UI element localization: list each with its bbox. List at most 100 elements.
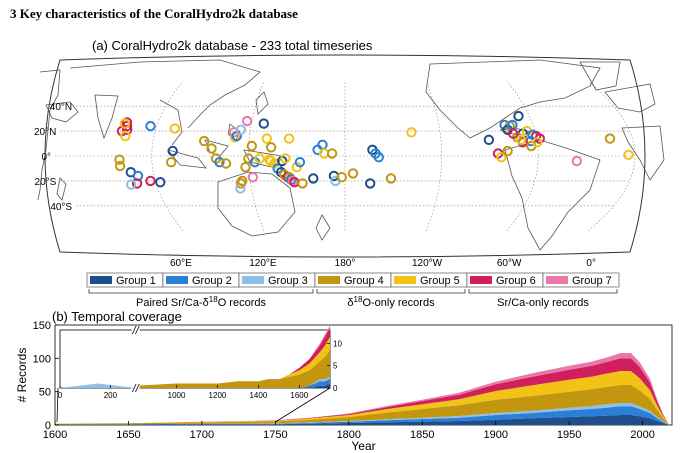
site-marker [308, 173, 319, 184]
site-marker [122, 124, 133, 136]
site-marker [166, 157, 177, 168]
axis-break-gap [131, 326, 140, 334]
inset-x-tick-label: 1600 [290, 391, 308, 400]
site-marker [294, 157, 306, 168]
site-marker [199, 135, 210, 147]
legend-swatch [242, 276, 264, 284]
legend-label: Group 1 [116, 275, 156, 287]
meridian-line [588, 81, 636, 231]
legend-label: Group 4 [344, 275, 384, 287]
legend-label: Group 7 [572, 275, 612, 287]
latitude-label: 40°N [50, 102, 72, 113]
inset-x-tick-label: 200 [104, 391, 118, 400]
inset-y-tick-label: 10 [333, 339, 342, 348]
axis-break-mark: // [132, 383, 140, 395]
longitude-label: 120°W [412, 258, 443, 269]
legend-swatch [318, 276, 340, 284]
site-marker [347, 168, 359, 179]
site-marker [247, 172, 259, 183]
y-axis-label: # Records [15, 348, 29, 403]
longitude-label: 180° [335, 258, 356, 269]
legend-swatch [470, 276, 492, 284]
site-marker [246, 140, 258, 152]
site-marker [254, 153, 265, 164]
map-title: (a) CoralHydro2k database - 233 total ti… [92, 38, 373, 53]
latitude-label: 40°S [50, 202, 72, 213]
site-marker [265, 142, 277, 153]
x-tick-label: 1800 [337, 429, 361, 441]
site-marker [326, 148, 338, 159]
site-marker [513, 110, 524, 122]
area-series [55, 403, 670, 425]
area-series [55, 415, 670, 425]
legend-label: Group 3 [268, 275, 308, 287]
axis-break-mark: // [132, 325, 140, 337]
area-series [55, 385, 670, 425]
site-marker [515, 134, 526, 146]
longitude-label: 60°E [170, 258, 192, 269]
site-marker [235, 124, 247, 136]
site-marker [114, 154, 125, 165]
inset-x-tick-label: 1000 [168, 391, 186, 400]
section-heading: 3 Key characteristics of the CoralHydro2… [10, 6, 298, 21]
site-marker [206, 143, 217, 154]
inset-y-tick-label: 5 [333, 362, 338, 371]
site-marker [373, 152, 384, 163]
site-marker [240, 162, 251, 173]
legend-bracket [88, 289, 314, 294]
site-marker [406, 127, 417, 138]
site-marker [258, 118, 269, 129]
area-series [55, 371, 670, 425]
latitude-label: 20°S [35, 177, 57, 188]
x-tick-label: 1600 [43, 429, 67, 441]
longitude-label: 0° [586, 258, 596, 269]
site-marker [297, 178, 308, 189]
x-tick-label: 2000 [630, 429, 654, 441]
world-map: 40°N20°N0°20°S40°S 60°E 120°E 180° 120°W 60°… [34, 54, 665, 269]
longitude-label: 120°E [249, 258, 277, 269]
latitude-label: 20°N [34, 127, 56, 138]
site-marker [120, 130, 131, 142]
inset-x-tick-label: 1400 [249, 391, 267, 400]
site-marker [283, 133, 295, 144]
site-marker [508, 128, 519, 139]
meridian-line [247, 81, 265, 231]
y-tick-label: 150 [33, 320, 51, 332]
x-tick-label: 1950 [557, 429, 581, 441]
x-tick-label: 1650 [116, 429, 140, 441]
latitude-label: 0° [41, 152, 51, 163]
site-marker [261, 133, 272, 144]
timeline-chart: 1600 1650 1700 1750 1800 1850 1900 1950 20000501… [15, 320, 673, 453]
legend-swatch [166, 276, 188, 284]
legend-swatch [90, 276, 112, 284]
site-marker [571, 155, 582, 167]
x-axis-label: Year [351, 439, 375, 453]
site-marker [220, 158, 232, 169]
site-marker [483, 134, 495, 146]
site-marker [604, 133, 616, 144]
site-marker [496, 152, 507, 163]
site-marker [365, 178, 376, 189]
x-tick-label: 1750 [263, 429, 287, 441]
site-marker [214, 157, 225, 168]
legend-bracket [316, 289, 466, 294]
longitude-labels: 60°E 120°E 180° 120°W 60°W 0° [170, 258, 596, 269]
site-marker [119, 118, 131, 129]
inset-x-tick-label: 1200 [209, 391, 227, 400]
y-tick-label: 0 [45, 420, 51, 432]
legend-label: Group 6 [496, 275, 536, 287]
timeline-title: (b) Temporal coverage [52, 309, 182, 324]
site-marker [167, 145, 178, 157]
inset-connector [275, 387, 331, 423]
site-marker [241, 115, 253, 127]
y-tick-label: 100 [33, 353, 51, 365]
longitude-label: 60°W [497, 258, 522, 269]
axis-break-gap [131, 384, 140, 392]
inset-y-tick-label: 0 [333, 384, 338, 393]
area-series [55, 406, 670, 425]
legend-group-label: Paired Sr/Ca-δ18O records [136, 295, 266, 309]
x-tick-label: 1700 [190, 429, 214, 441]
site-marker [237, 175, 248, 187]
legend-group-label: δ18O-only records [347, 295, 435, 309]
